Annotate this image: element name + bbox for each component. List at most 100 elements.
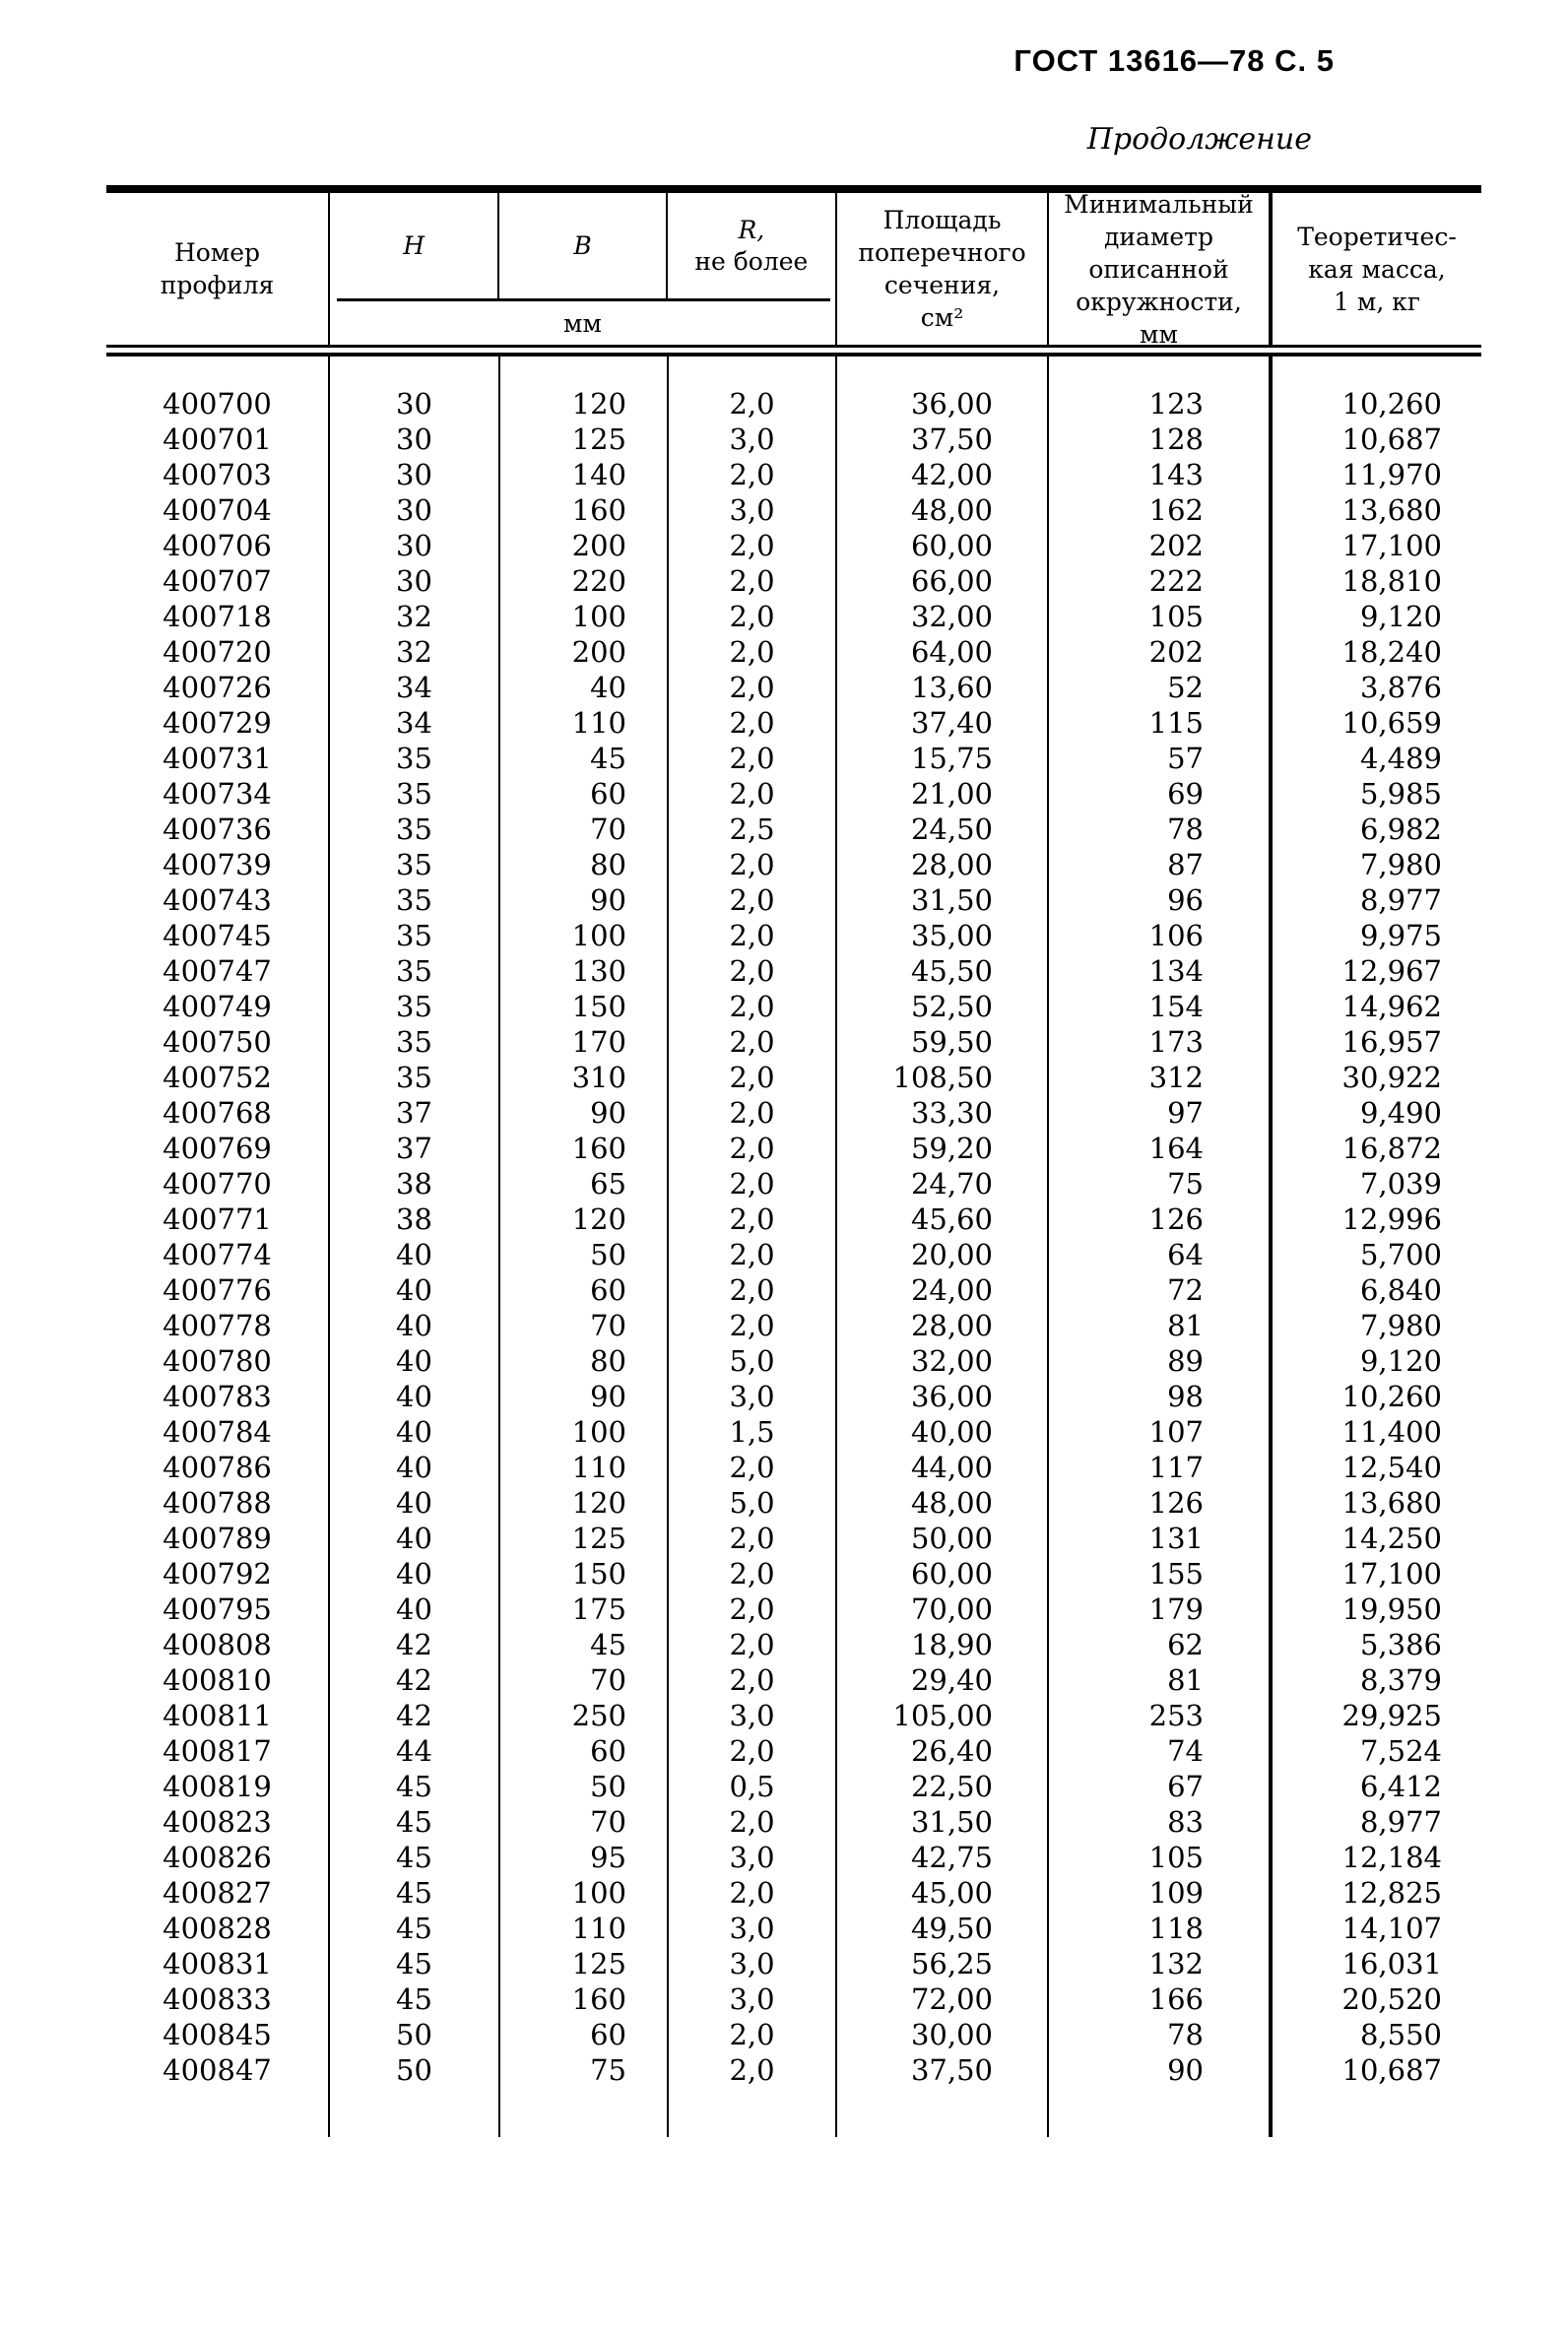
cell: 3,0 <box>669 1840 837 1875</box>
cell: 50 <box>500 1769 669 1804</box>
cell: 120 <box>500 386 669 422</box>
cell: 30 <box>330 386 500 422</box>
cell: 74 <box>1049 1733 1273 1769</box>
cell: 31,50 <box>837 1804 1049 1840</box>
table-row: 400817 44 60 2,0 26,40 74 7,524 <box>106 1733 1481 1769</box>
table-row: 400736 35 70 2,5 24,50 78 6,982 <box>106 811 1481 847</box>
table-row: 400811 42 250 3,0 105,00 253 29,925 <box>106 1698 1481 1733</box>
cell: 2,0 <box>669 1201 837 1237</box>
cell: 2,0 <box>669 918 837 953</box>
cell: 150 <box>500 1556 669 1591</box>
cell: 59,20 <box>837 1131 1049 1166</box>
cell: 134 <box>1049 953 1273 989</box>
cell: 90 <box>500 882 669 918</box>
table-row: 400731 35 45 2,0 15,75 57 4,489 <box>106 741 1481 776</box>
cell: 60,00 <box>837 1556 1049 1591</box>
cell: 18,240 <box>1341 635 1442 669</box>
cell: 400831 <box>106 1946 330 1981</box>
cell: 70 <box>500 1662 669 1698</box>
cell: 90 <box>1049 2052 1273 2088</box>
cell: 179 <box>1049 1591 1273 1627</box>
table-row: 400828 45 110 3,0 49,50 118 14,107 <box>106 1911 1481 1946</box>
cell: 400774 <box>106 1237 330 1272</box>
cell: 3,876 <box>1359 671 1442 704</box>
cell: 52 <box>1049 670 1273 705</box>
table-row: 400845 50 60 2,0 30,00 78 8,550 <box>106 2017 1481 2052</box>
continuation-label: Продолжение <box>1086 122 1312 157</box>
cell: 400701 <box>106 422 330 457</box>
cell: 83 <box>1049 1804 1273 1840</box>
cell: 29,40 <box>837 1662 1049 1698</box>
cell: 30 <box>330 492 500 528</box>
table-row: 400769 37 160 2,0 59,20 164 16,872 <box>106 1131 1481 1166</box>
cell: 32,00 <box>837 599 1049 634</box>
table-row: 400704 30 160 3,0 48,00 162 13,680 <box>106 492 1481 528</box>
cell: 250 <box>500 1698 669 1733</box>
cell: 40 <box>330 1414 500 1450</box>
cell: 125 <box>500 422 669 457</box>
cell: 26,40 <box>837 1733 1049 1769</box>
cell: 65 <box>500 1166 669 1201</box>
cell: 44 <box>330 1733 500 1769</box>
cell: 56,25 <box>837 1946 1049 1981</box>
cell: 10,687 <box>1341 2053 1442 2087</box>
cell: 30 <box>330 457 500 492</box>
cell: 126 <box>1049 1201 1273 1237</box>
cell: 2,0 <box>669 1024 837 1060</box>
header-profile-number: Номер профиля <box>106 193 330 345</box>
cell: 7,980 <box>1359 848 1442 881</box>
cell: 400704 <box>106 492 330 528</box>
table-body: 400700 30 120 2,0 36,00 123 10,260 400701 30 125 3… <box>106 386 1481 2088</box>
cell: 400823 <box>106 1804 330 1840</box>
cell: 2,0 <box>669 1095 837 1131</box>
cell: 21,00 <box>837 776 1049 811</box>
cell: 45 <box>330 1769 500 1804</box>
cell: 34 <box>330 670 500 705</box>
header-units-mm: мм <box>563 308 602 338</box>
cell: 400734 <box>106 776 330 811</box>
cell: 16,872 <box>1341 1132 1442 1165</box>
table-row: 400706 30 200 2,0 60,00 202 17,100 <box>106 528 1481 563</box>
cell: 400826 <box>106 1840 330 1875</box>
cell: 2,0 <box>669 528 837 563</box>
cell: 5,386 <box>1359 1628 1442 1661</box>
cell: 2,0 <box>669 847 837 882</box>
cell: 200 <box>500 634 669 670</box>
cell: 15,75 <box>837 741 1049 776</box>
cell: 34 <box>330 705 500 741</box>
cell: 64 <box>1049 1237 1273 1272</box>
cell: 400786 <box>106 1450 330 1485</box>
cell: 45 <box>330 1840 500 1875</box>
page-title: ГОСТ 13616—78 С. 5 <box>1013 43 1335 78</box>
profiles-table: Номер профиля Н В R, не более мм Площадь… <box>106 185 1481 2137</box>
cell: 400780 <box>106 1343 330 1379</box>
cell: 50 <box>330 2017 500 2052</box>
cell: 13,680 <box>1341 493 1442 527</box>
cell: 400784 <box>106 1414 330 1450</box>
cell: 17,100 <box>1341 529 1442 562</box>
cell: 1,5 <box>669 1414 837 1450</box>
cell: 120 <box>500 1201 669 1237</box>
cell: 60 <box>500 2017 669 2052</box>
cell: 143 <box>1049 457 1273 492</box>
cell: 6,412 <box>1359 1770 1442 1803</box>
cell: 9,975 <box>1359 919 1442 952</box>
cell: 44,00 <box>837 1450 1049 1485</box>
cell: 50 <box>330 2052 500 2088</box>
table-row: 400750 35 170 2,0 59,50 173 16,957 <box>106 1024 1481 1060</box>
table-row: 400847 50 75 2,0 37,50 90 10,687 <box>106 2052 1481 2088</box>
cell: 40,00 <box>837 1414 1049 1450</box>
table-row: 400778 40 70 2,0 28,00 81 7,980 <box>106 1308 1481 1343</box>
table-row: 400734 35 60 2,0 21,00 69 5,985 <box>106 776 1481 811</box>
cell: 2,5 <box>669 811 837 847</box>
cell: 2,0 <box>669 741 837 776</box>
cell: 400771 <box>106 1201 330 1237</box>
cell: 400817 <box>106 1733 330 1769</box>
cell: 400770 <box>106 1166 330 1201</box>
cell: 5,700 <box>1359 1238 1442 1271</box>
cell: 3,0 <box>669 1981 837 2017</box>
table-row: 400788 40 120 5,0 48,00 126 13,680 <box>106 1485 1481 1521</box>
cell: 24,70 <box>837 1166 1049 1201</box>
cell: 19,950 <box>1341 1592 1442 1626</box>
table-row: 400743 35 90 2,0 31,50 96 8,977 <box>106 882 1481 918</box>
